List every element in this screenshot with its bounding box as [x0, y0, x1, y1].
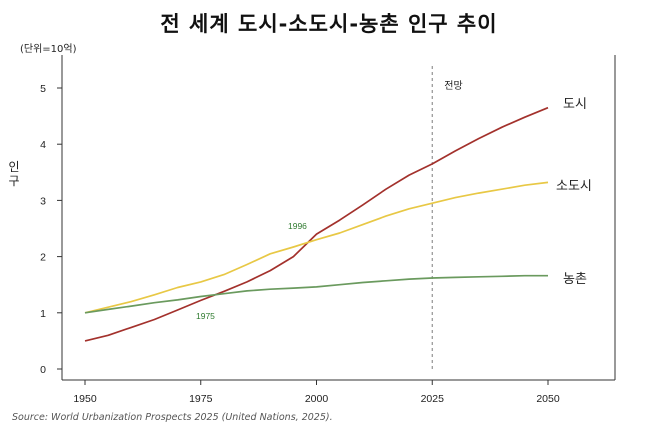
series-line-2: [84, 181, 549, 314]
y-axis-label-char: 구: [8, 174, 20, 188]
projection-marker: 전망: [431, 66, 463, 369]
y-axis-label-char: 인: [8, 160, 20, 174]
series-label-2: 소도시: [556, 179, 592, 194]
y-tick-label: 3: [40, 195, 46, 207]
series-label-3: 농촌: [563, 272, 587, 287]
series-label-1: 도시: [563, 97, 587, 112]
annotations: 1996 1975: [196, 221, 307, 321]
source-note: Source: World Urbanization Prospects 202…: [12, 412, 333, 423]
annotation-1975: 1975: [196, 311, 215, 321]
series-lines: [84, 106, 549, 342]
y-tick-label: 4: [40, 139, 46, 151]
x-tick-label: 2050: [536, 393, 560, 405]
unit-label: (단위=10억): [20, 44, 77, 55]
y-tick-label: 1: [40, 308, 46, 320]
x-tick-label: 1975: [189, 393, 213, 405]
y-tick-label: 2: [40, 252, 46, 264]
x-tick-label: 2000: [305, 393, 329, 405]
y-tick-label: 0: [40, 364, 46, 376]
x-tick-label: 1950: [73, 393, 97, 405]
projection-label: 전망: [444, 80, 462, 92]
series-line-1: [84, 106, 549, 342]
series-line-3: [84, 274, 548, 314]
x-tick-label: 2025: [421, 393, 445, 405]
axes: 0 1 2 3 4 5 1950 1975 2000 2025 2050: [40, 55, 616, 405]
annotation-1996: 1996: [288, 221, 307, 231]
chart-title: 전 세계 도시-소도시-농촌 인구 추이: [160, 12, 498, 36]
y-tick-label: 5: [40, 83, 46, 95]
